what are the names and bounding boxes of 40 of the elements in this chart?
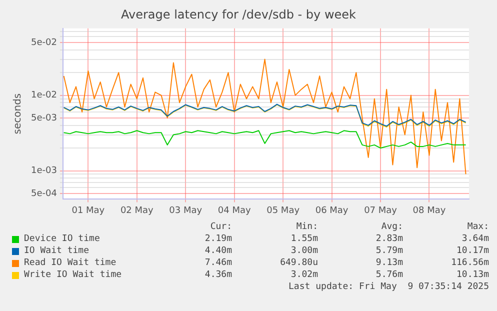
x-tick-label: 06 May [315, 206, 349, 216]
y-tick-label: 5e-02 [30, 38, 57, 48]
text: 116.56m [450, 257, 489, 269]
text: Min: [295, 221, 318, 233]
text: 3.02m [290, 269, 318, 281]
y-tick-label: 5e-03 [30, 113, 57, 124]
chart-title: Average latency for /dev/sdb - by week [121, 7, 356, 22]
text: 649.80u [279, 257, 318, 269]
x-tick-label: 07 May [364, 206, 398, 216]
text: Last update: Fri May 9 07:35:14 2025 [288, 281, 489, 293]
text: Avg: [380, 221, 403, 233]
text: 4.40m [204, 245, 232, 257]
x-tick-label: 08 May [412, 206, 446, 216]
text: 9.13m [374, 257, 403, 269]
text: 3.00m [290, 245, 318, 257]
text: 5.76m [374, 269, 403, 281]
text: 10.17m [455, 245, 489, 257]
x-tick-label: 04 May [218, 206, 252, 216]
text: 5.79m [374, 245, 403, 257]
x-tick-label: 03 May [169, 206, 203, 216]
text: 7.46m [204, 257, 232, 269]
text: 2.83m [374, 233, 403, 245]
x-tick-label: 05 May [266, 206, 300, 216]
legend-label: Read IO Wait time [24, 257, 116, 269]
text: 10.13m [455, 269, 489, 281]
text: Max: [466, 221, 489, 233]
x-tick-label: 01 May [72, 206, 106, 216]
x-tick-label: 02 May [120, 206, 154, 216]
text: 4.36m [204, 269, 232, 281]
y-axis-title: seconds [12, 93, 24, 134]
y-tick-label: 5e-04 [30, 188, 58, 199]
text: 1.55m [290, 233, 318, 245]
text: 3.64m [460, 233, 489, 245]
y-tick-label: 1e-02 [30, 90, 57, 101]
text: Cur: [209, 221, 232, 233]
legend-label: Write IO Wait time [24, 269, 122, 281]
legend-label: Device IO time [24, 233, 100, 245]
y-tick-label: 1e-03 [30, 166, 57, 176]
legend-label: IO Wait time [24, 245, 90, 257]
text: 2.19m [204, 233, 232, 245]
